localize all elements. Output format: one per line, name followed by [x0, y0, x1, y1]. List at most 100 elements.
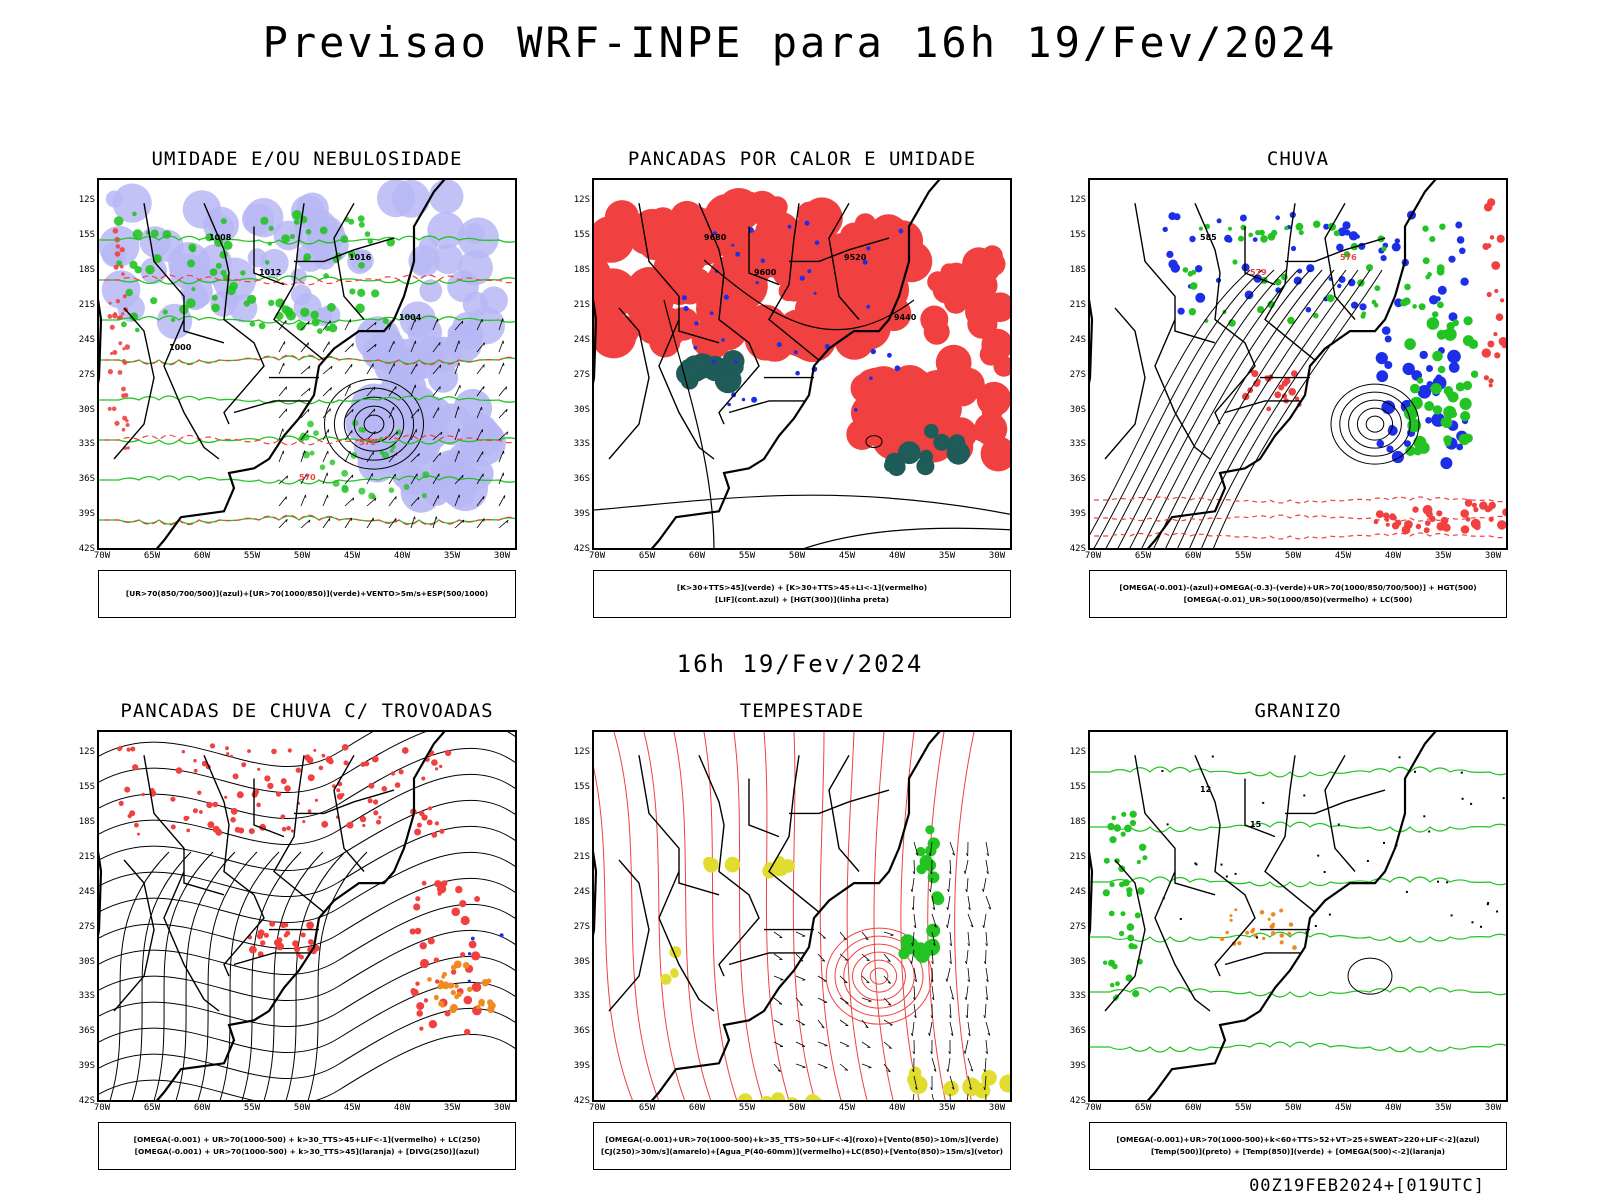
lon-tick-label: 65W	[638, 1103, 656, 1113]
lat-tick-label: 36S	[78, 474, 95, 485]
legend-line: [CJ(250)>30m/s](amarelo)+[Agua_P(40-60mm…	[601, 1147, 1003, 1156]
lat-tick-label: 33S	[573, 439, 590, 450]
contour-label: 579	[1250, 268, 1267, 277]
lat-tick-label: 39S	[1069, 509, 1086, 520]
lat-tick-label: 36S	[573, 1026, 590, 1037]
contour-label: 1012	[259, 268, 281, 277]
lat-tick-label: 21S	[1069, 851, 1086, 862]
legend-line: [LIF](cont.azul) + [HGT(300)](linha pret…	[715, 595, 889, 604]
panel-4-map	[97, 730, 517, 1102]
lat-tick-label: 15S	[1069, 230, 1086, 241]
lon-tick-label: 40W	[888, 1103, 906, 1113]
lat-tick-label: 36S	[78, 1026, 95, 1037]
lat-tick-label: 24S	[573, 886, 590, 897]
lat-tick-label: 24S	[573, 334, 590, 345]
panel-5-map	[592, 730, 1012, 1102]
contour-label: 9680	[704, 233, 727, 242]
lat-tick-label: 39S	[1069, 1061, 1086, 1072]
contour-label: 9600	[754, 268, 777, 277]
lat-tick-label: 12S	[573, 747, 590, 758]
panel-2-title: PANCADAS POR CALOR E UMIDADE	[627, 148, 977, 170]
legend-line: [OMEGA(-0.001)-(azul)+OMEGA(-0.3)-(verde…	[1119, 583, 1477, 592]
lat-tick-label: 33S	[1069, 991, 1086, 1002]
contour-label: 9440	[894, 313, 917, 322]
lat-tick-label: 24S	[1069, 886, 1086, 897]
legend-line: [Temp(500)](preto) + [Temp(850)](verde) …	[1150, 1147, 1446, 1156]
panel-1-title: UMIDADE E/OU NEBULOSIDADE	[151, 148, 463, 170]
lat-tick-label: 18S	[573, 265, 590, 275]
lat-tick-label: 24S	[1069, 334, 1086, 345]
lon-tick-label: 70W	[1084, 551, 1102, 561]
panel-6-legend: [OMEGA(-0.001)+UR>70(1000-500)+k<60+TTS>…	[1089, 1122, 1507, 1170]
lon-tick-label: 50W	[1284, 1103, 1302, 1113]
lon-tick-label: 30W	[988, 551, 1006, 561]
lat-tick-label: 18S	[1069, 265, 1086, 275]
lat-tick-label: 30S	[573, 956, 590, 967]
panel-5-title: TEMPESTADE	[739, 700, 865, 722]
contour-label: 585	[1200, 233, 1217, 242]
contour-label: 12	[1200, 785, 1211, 794]
lon-tick-label: 70W	[93, 1103, 111, 1113]
lon-tick-label: 60W	[1184, 551, 1202, 561]
lat-tick-label: 21S	[78, 299, 95, 310]
lat-tick-label: 42S	[78, 1096, 95, 1106]
lat-tick-label: 18S	[78, 265, 95, 275]
lon-tick-label: 70W	[588, 551, 606, 561]
lat-tick-label: 36S	[1069, 474, 1086, 485]
lat-tick-label: 27S	[1069, 369, 1086, 380]
lon-tick-label: 35W	[443, 1103, 461, 1113]
lat-tick-label: 18S	[78, 817, 95, 827]
lon-tick-label: 50W	[1284, 551, 1302, 561]
panel-6-title: GRANIZO	[1254, 700, 1342, 722]
lon-tick-label: 45W	[838, 1103, 856, 1113]
panel-3-map: 585 579 576	[1088, 178, 1508, 550]
panel-5-legend: [OMEGA(-0.001)+UR>70(1000-500)+k>35_TTS>…	[593, 1122, 1011, 1170]
run-info-footer: 00Z19FEB2024+[019UTC]	[1249, 1176, 1485, 1196]
contour-label: 1008	[209, 233, 232, 242]
lon-tick-label: 40W	[393, 1103, 411, 1113]
lat-tick-label: 42S	[573, 544, 590, 554]
lon-tick-label: 35W	[938, 551, 956, 561]
contour-label: 15	[1250, 820, 1262, 829]
contour-label: 570	[299, 473, 316, 482]
lon-tick-label: 30W	[1484, 1103, 1502, 1113]
lon-tick-label: 40W	[1384, 551, 1402, 561]
lon-tick-label: 45W	[343, 1103, 361, 1113]
lon-tick-label: 30W	[1484, 551, 1502, 561]
lat-tick-label: 33S	[78, 439, 95, 450]
legend-line: [OMEGA(-0.001) + UR>70(1000-500) + k>30_…	[133, 1135, 481, 1144]
lat-tick-label: 21S	[573, 299, 590, 310]
lat-tick-label: 12S	[78, 195, 95, 206]
lon-tick-label: 65W	[1134, 551, 1152, 561]
legend-line: [OMEGA(-0.001)+UR>70(1000-500)+k<60+TTS>…	[1116, 1135, 1480, 1144]
contour-label: 576	[359, 438, 376, 447]
lat-tick-label: 24S	[78, 886, 95, 897]
lon-tick-label: 45W	[1334, 551, 1352, 561]
lat-tick-label: 27S	[573, 369, 590, 380]
lat-tick-label: 12S	[1069, 747, 1086, 758]
lon-tick-label: 35W	[443, 551, 461, 561]
panel-2-map: 9680 9600 9520 9440	[592, 178, 1012, 550]
lon-tick-label: 55W	[738, 551, 756, 561]
lon-tick-label: 70W	[93, 551, 111, 561]
panel-3-legend: [OMEGA(-0.001)-(azul)+OMEGA(-0.3)-(verde…	[1089, 570, 1507, 618]
lon-tick-label: 60W	[688, 551, 706, 561]
lon-tick-label: 35W	[938, 1103, 956, 1113]
lat-tick-label: 36S	[573, 474, 590, 485]
lon-tick-label: 45W	[1334, 1103, 1352, 1113]
lon-tick-label: 40W	[1384, 1103, 1402, 1113]
lon-tick-label: 55W	[243, 1103, 261, 1113]
lat-tick-label: 33S	[573, 991, 590, 1002]
panel-3-title: CHUVA	[1266, 148, 1330, 170]
panel-4-title: PANCADAS DE CHUVA C/ TROVOADAS	[120, 700, 494, 722]
lon-tick-label: 55W	[243, 551, 261, 561]
lat-tick-label: 30S	[78, 956, 95, 967]
valid-time-label: 16h 19/Fev/2024	[676, 650, 924, 678]
lon-tick-label: 40W	[888, 551, 906, 561]
lat-tick-label: 42S	[573, 1096, 590, 1106]
lon-tick-label: 50W	[293, 551, 311, 561]
panel-4-legend: [OMEGA(-0.001) + UR>70(1000-500) + k>30_…	[98, 1122, 516, 1170]
lat-tick-label: 15S	[1069, 782, 1086, 793]
lon-tick-label: 60W	[688, 1103, 706, 1113]
main-title: Previsao WRF-INPE para 16h 19/Fev/2024	[262, 18, 1338, 67]
